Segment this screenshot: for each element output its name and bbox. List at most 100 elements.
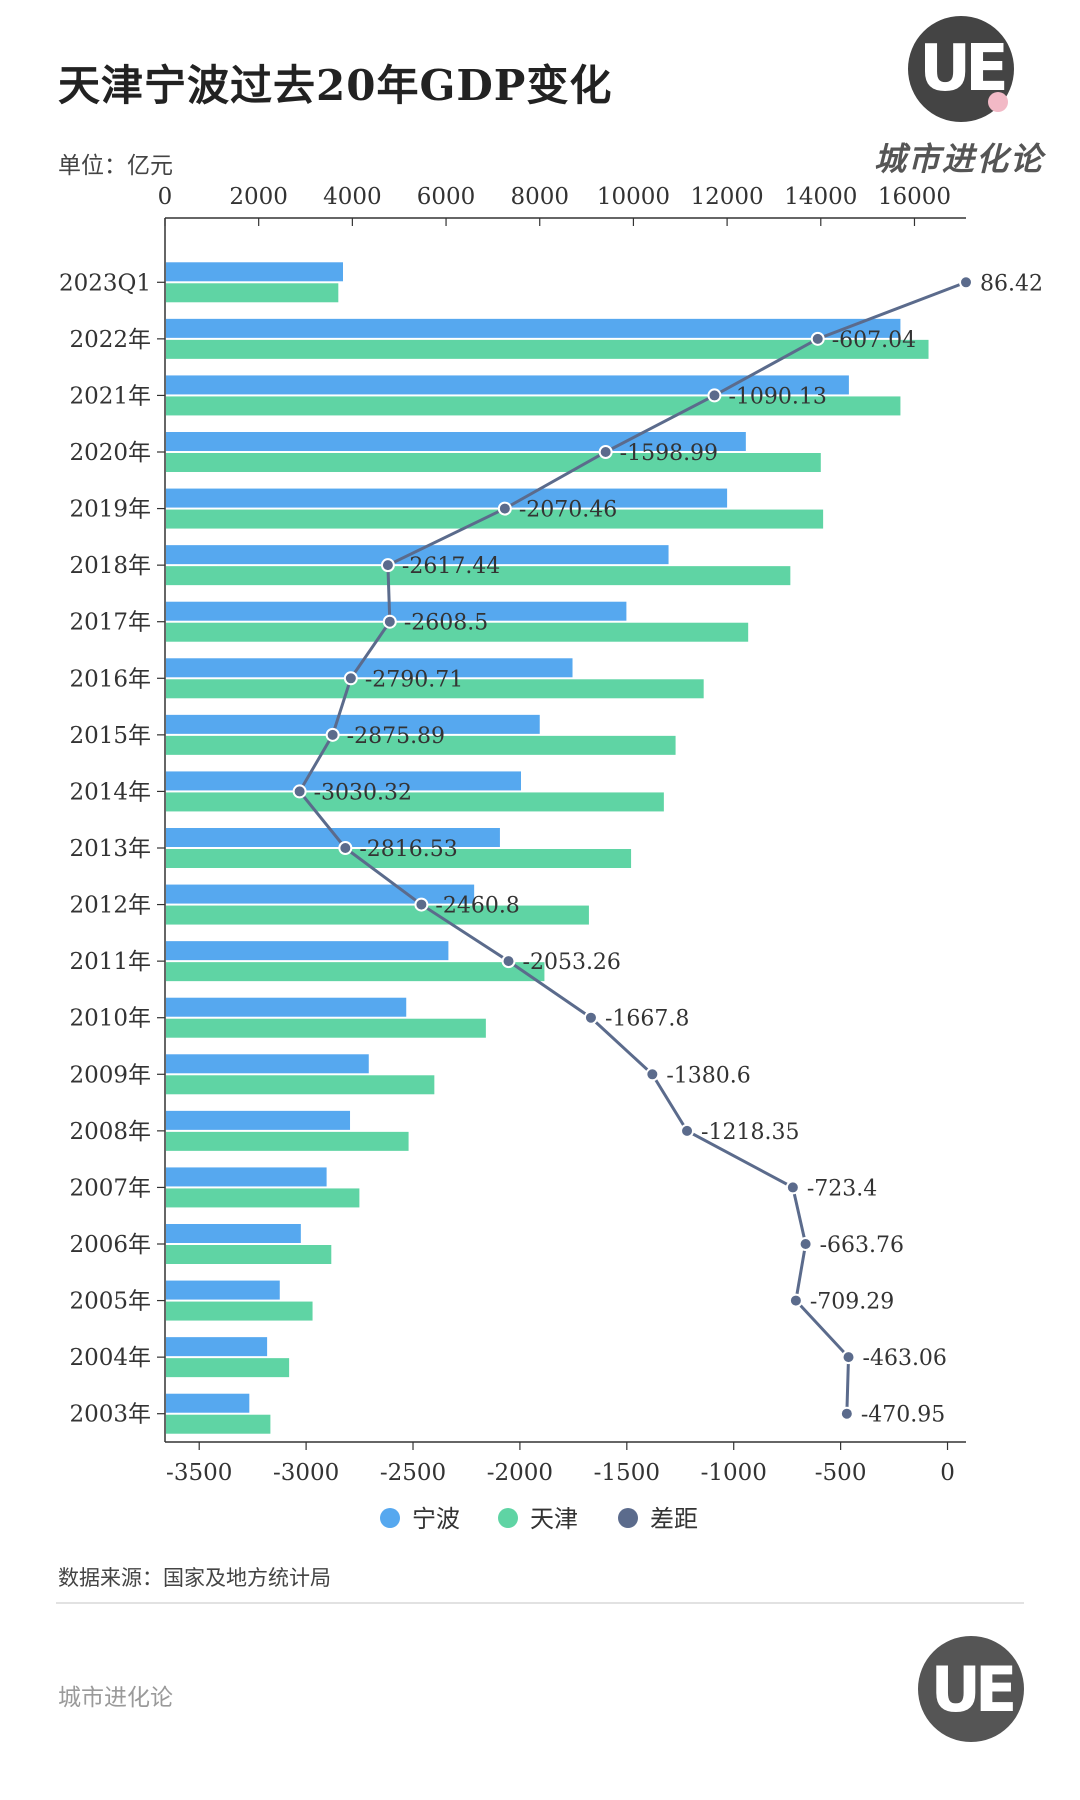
tianjin-bar: [166, 1075, 435, 1095]
ningbo-bar: [166, 545, 669, 565]
top-axis-tick-label: 8000: [510, 184, 569, 210]
ningbo-bar: [166, 884, 475, 904]
category-label: 2022年: [69, 327, 151, 353]
gap-point: [839, 1406, 854, 1421]
legend-label: 差距: [650, 1505, 698, 1533]
ningbo-bar: [166, 318, 901, 338]
gap-data-label: -2875.89: [347, 724, 445, 749]
category-label: 2013年: [69, 836, 151, 862]
gap-point: [325, 727, 340, 742]
category-label: 2003年: [69, 1402, 151, 1428]
gap-point: [707, 388, 722, 403]
ningbo-bar: [166, 1110, 351, 1130]
legend-label: 宁波: [412, 1505, 460, 1533]
gap-point: [785, 1180, 800, 1195]
category-label: 2019年: [69, 497, 151, 523]
top-axis-tick-label: 14000: [784, 184, 857, 210]
tianjin-bar: [166, 566, 791, 586]
legend-marker: [618, 1508, 638, 1528]
top-axis-tick-label: 2000: [229, 184, 288, 210]
tianjin-bar: [166, 1301, 313, 1321]
ningbo-bar: [166, 714, 540, 734]
brand-name: 城市进化论: [874, 140, 1045, 178]
gdp-chart: 0 2000 4000 6000 8000 10000 12000 14000 16000 -35…: [59, 184, 1043, 1533]
top-axis-tick-label: 10000: [597, 184, 670, 210]
gap-data-label: -2816.53: [359, 837, 457, 862]
bottom-axis-tick-label: -1000: [701, 1460, 767, 1486]
category-label: 2009年: [69, 1062, 151, 1088]
gap-point: [343, 671, 358, 686]
tianjin-bar: [166, 962, 545, 982]
gap-data-label: -3030.32: [314, 780, 412, 805]
ningbo-bar: [166, 997, 407, 1017]
category-label: 2010年: [69, 1006, 151, 1032]
category-label: 2004年: [69, 1345, 151, 1371]
gap-data-label: 86.42: [980, 271, 1043, 296]
top-axis-tick-label: 4000: [323, 184, 382, 210]
gap-data-label: -1598.99: [620, 441, 718, 466]
category-label: 2005年: [69, 1289, 151, 1315]
footer-logo-icon: UE: [918, 1636, 1024, 1742]
unit-label: 单位：亿元: [58, 153, 173, 179]
ningbo-bar: [166, 771, 521, 791]
tianjin-bar: [166, 735, 676, 755]
category-label: 2015年: [69, 723, 151, 749]
tianjin-bar: [166, 1018, 486, 1038]
ningbo-bar: [166, 941, 449, 961]
gap-point: [292, 784, 307, 799]
tianjin-bar: [166, 1358, 290, 1378]
category-label: 2007年: [69, 1175, 151, 1201]
category-label: 2018年: [69, 553, 151, 579]
legend-marker: [380, 1508, 400, 1528]
gap-data-label: -663.76: [820, 1233, 904, 1258]
ningbo-bar: [166, 488, 728, 508]
legend-label: 天津: [530, 1505, 578, 1533]
gap-point: [338, 841, 353, 855]
ningbo-bar: [166, 375, 849, 395]
divider: [56, 1602, 1024, 1604]
bottom-axis-tick-label: 0: [940, 1460, 955, 1486]
gap-point: [497, 501, 512, 516]
ningbo-bar: [166, 1224, 301, 1243]
gap-point: [583, 1010, 598, 1025]
gap-data-label: -709.29: [810, 1290, 894, 1315]
top-axis-tick-label: 12000: [691, 184, 764, 210]
gap-point: [380, 558, 395, 573]
category-label: 2006年: [69, 1232, 151, 1258]
ningbo-bar: [166, 601, 627, 621]
bottom-axis-tick-label: -3000: [273, 1460, 339, 1486]
gap-data-label: -1667.8: [605, 1007, 689, 1032]
tianjin-bar: [166, 679, 704, 699]
gap-point: [414, 897, 429, 912]
gap-data-label: -723.4: [807, 1176, 877, 1201]
ningbo-bar: [166, 658, 573, 678]
tianjin-bar: [166, 792, 664, 812]
category-label: 2011年: [69, 949, 151, 975]
gap-point: [798, 1237, 813, 1251]
gap-point: [841, 1350, 856, 1365]
gap-data-label: -2053.26: [523, 950, 621, 975]
ningbo-bar: [166, 1054, 369, 1074]
chart-title: 天津宁波过去20年GDP变化: [58, 61, 613, 110]
ue-logo-icon: UE: [908, 16, 1014, 122]
category-label: 2020年: [69, 440, 151, 466]
category-label: 2012年: [69, 893, 151, 919]
ningbo-bar: [166, 1280, 280, 1300]
gap-data-label: -1090.13: [728, 384, 826, 409]
ningbo-bar: [166, 1167, 327, 1187]
top-axis-tick-label: 16000: [878, 184, 951, 210]
ningbo-bar: [166, 262, 343, 282]
category-label: 2021年: [69, 383, 151, 409]
gap-point: [501, 954, 516, 969]
bottom-axis-tick-label: -2500: [380, 1460, 446, 1486]
tianjin-bar: [166, 905, 589, 925]
category-label: 2008年: [69, 1119, 151, 1145]
gap-data-label: -1218.35: [701, 1120, 799, 1145]
bottom-axis-tick-label: -1500: [594, 1460, 660, 1486]
gap-point: [959, 275, 973, 290]
tianjin-bar: [166, 509, 824, 529]
bottom-axis-tick-label: -3500: [166, 1460, 232, 1486]
gap-data-label: -1380.6: [666, 1063, 750, 1088]
ningbo-bar: [166, 432, 746, 451]
bottom-axis-tick-label: -500: [815, 1460, 867, 1486]
